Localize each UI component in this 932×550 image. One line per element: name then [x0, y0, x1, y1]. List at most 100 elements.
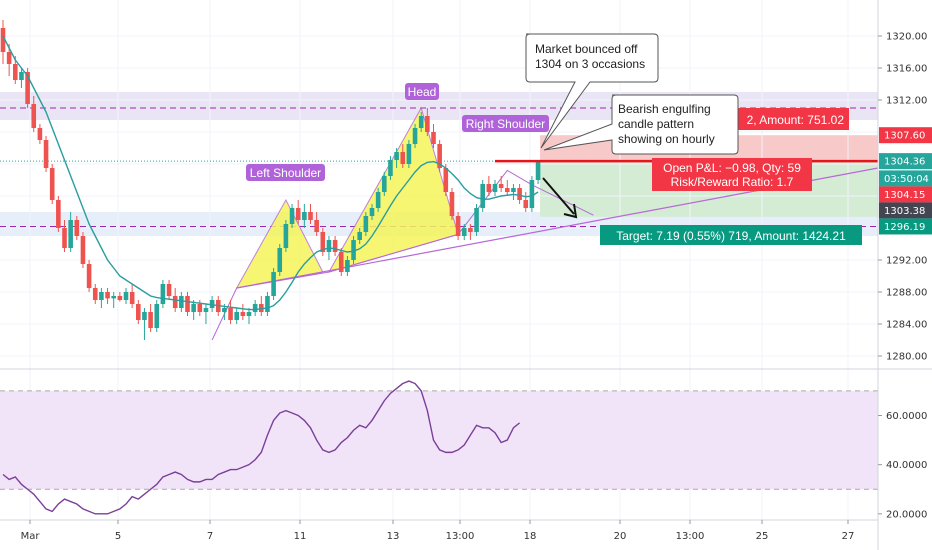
candle-body	[492, 184, 498, 192]
candle-body	[529, 180, 535, 208]
candle-body	[449, 192, 455, 216]
candle-body	[412, 128, 418, 144]
price-tag	[879, 153, 932, 170]
candle-body	[437, 144, 442, 168]
left-shoulder-label: Left Shoulder	[246, 164, 325, 181]
time-tick-label: Mar	[21, 531, 41, 542]
candle-body	[19, 72, 24, 80]
rsi-line	[2, 380, 521, 515]
candle-body	[13, 64, 18, 80]
price-tag	[879, 170, 932, 187]
candle-body	[123, 292, 129, 300]
callout-2-line-3: showing on hourly	[618, 132, 715, 146]
price-tag	[879, 186, 932, 203]
candle-body	[0, 28, 6, 52]
candle-body	[56, 200, 61, 228]
price-tag	[879, 218, 932, 235]
time-tick-label: 27	[842, 531, 855, 542]
callout-1-line-1: Market bounced off	[535, 42, 638, 56]
candle-body	[154, 304, 160, 328]
candle-body	[62, 228, 67, 248]
candle-body	[295, 208, 301, 220]
candle-body	[345, 260, 350, 272]
head-label: Head	[405, 83, 439, 100]
rsi-tick-label: 60.0000	[886, 411, 927, 422]
candle-body	[105, 292, 110, 299]
candle-body	[185, 296, 190, 312]
candle-body	[265, 296, 270, 312]
candle-body	[425, 116, 430, 132]
price-tick-label: 1280.00	[886, 352, 927, 363]
target-box: Target: 7.19 (0.55%) 719, Amount: 1424.2…	[600, 225, 862, 245]
head-text: Head	[408, 85, 437, 99]
candle-body	[455, 216, 461, 236]
candle-body	[369, 208, 375, 216]
rsi-band	[0, 390, 878, 490]
candle-body	[228, 308, 233, 320]
pnl-line-1: Open P&L: −0.98, Qty: 59	[663, 161, 801, 175]
candle-body	[406, 144, 412, 164]
time-tick-label: 13:00	[446, 531, 475, 542]
price-tag-label: 03:50:04	[884, 174, 929, 185]
candle-body	[400, 152, 406, 164]
candle-body	[363, 216, 369, 232]
candle-body	[326, 240, 332, 252]
candle-body	[320, 232, 326, 252]
candle-body	[259, 304, 264, 312]
candle-body	[172, 296, 178, 308]
candle-body	[388, 160, 393, 176]
candle-body	[443, 168, 449, 192]
time-tick-label: 13:00	[676, 531, 705, 542]
price-tag-label: 1307.60	[884, 131, 925, 142]
right-shoulder-text: Right Shoulder	[466, 117, 545, 131]
candle-body	[191, 304, 196, 312]
price-tick-label: 1316.00	[886, 64, 927, 75]
candle-body	[252, 304, 258, 312]
price-tag-label: 1296.19	[884, 222, 925, 233]
time-tick-label: 25	[756, 531, 769, 542]
pnl-box: Open P&L: −0.98, Qty: 59 Risk/Reward Rat…	[652, 158, 812, 191]
rsi-tick-label: 20.0000	[886, 509, 927, 520]
stop-box-text: 2, Amount: 751.02	[747, 113, 845, 127]
candle-body	[461, 228, 467, 236]
candle-body	[203, 308, 209, 312]
time-tick-label: 20	[614, 531, 627, 542]
candle-body	[357, 232, 362, 240]
price-tag	[879, 202, 932, 219]
candle-body	[222, 308, 227, 312]
candle-body	[99, 292, 104, 300]
price-tag-label: 1303.38	[884, 206, 925, 217]
projection-arrow	[542, 177, 578, 219]
candle-body	[308, 212, 313, 220]
candle-body	[517, 188, 522, 200]
price-tag	[879, 127, 932, 144]
candle-body	[271, 272, 276, 296]
time-tick-label: 11	[294, 531, 307, 542]
rsi-pane	[0, 368, 932, 515]
time-tick-label: 18	[524, 531, 537, 542]
candle-body	[166, 284, 172, 296]
candle-body	[209, 300, 215, 308]
candle-body	[486, 184, 492, 192]
candle-body	[148, 312, 153, 328]
candle-body	[142, 312, 147, 320]
candle-body	[160, 284, 166, 304]
candle-body	[6, 52, 12, 64]
candle-body	[246, 312, 252, 316]
price-tick-label: 1320.00	[886, 32, 927, 43]
candle-body	[43, 140, 49, 168]
candle-body	[375, 192, 381, 208]
pnl-line-2: Risk/Reward Ratio: 1.7	[671, 175, 794, 189]
candle-body	[511, 188, 516, 192]
candle-body	[498, 184, 504, 188]
candle-body	[240, 312, 246, 316]
time-tick-label: 13	[387, 531, 400, 542]
candle-body	[418, 116, 424, 128]
head-shape	[327, 106, 459, 273]
candle-body	[283, 224, 289, 248]
callout-1-line-2: 1304 on 3 occasions	[535, 57, 645, 71]
candle-body	[468, 228, 473, 232]
candle-body	[314, 220, 319, 232]
